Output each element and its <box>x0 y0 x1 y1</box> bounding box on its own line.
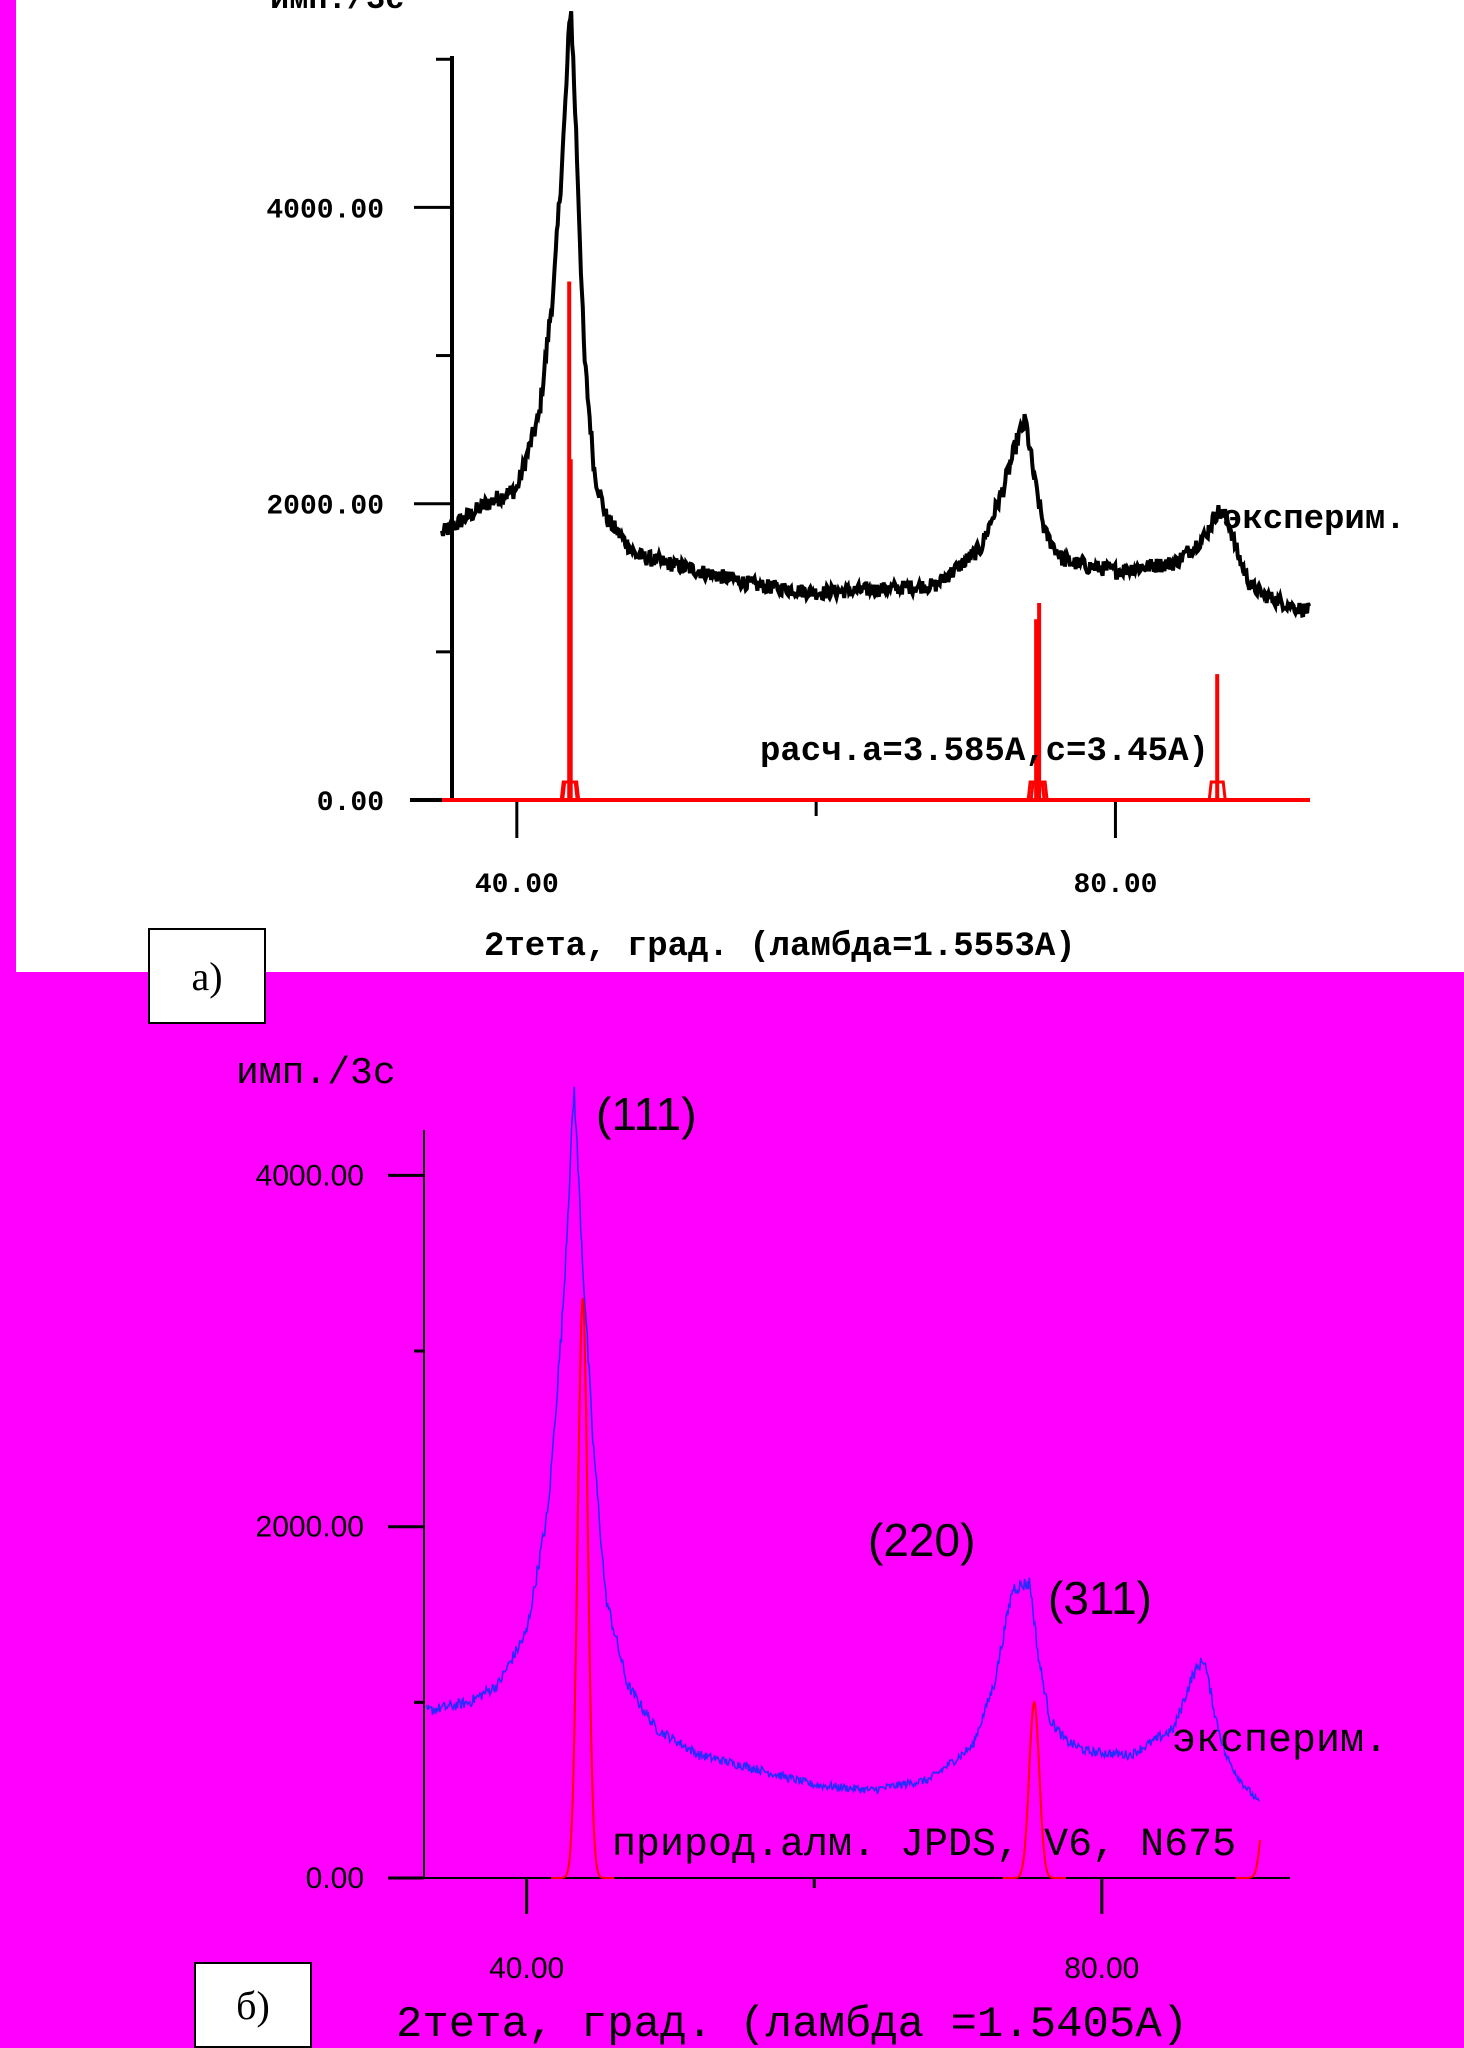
miller-index-311: (311) <box>1048 1572 1152 1624</box>
x-tick-label: 80.00 <box>1064 1952 1139 1985</box>
miller-index-111: (111) <box>596 1088 697 1140</box>
panel-label-b: б) <box>194 1962 312 2048</box>
experimental-curve <box>440 10 1311 619</box>
calculated-peak-foot <box>1207 780 1227 801</box>
y-tick-label: 0.00 <box>317 788 384 819</box>
experiment-annotation: эксперим. <box>1172 1719 1388 1764</box>
y-tick-label: 4000.00 <box>266 195 384 226</box>
calculated-peak-foot <box>561 780 581 801</box>
y-tick-label: 2000.00 <box>266 492 384 523</box>
y-tick-label: 0.00 <box>306 1862 364 1895</box>
reference-peak <box>1235 1839 1261 1879</box>
panel-a-background <box>16 0 1464 972</box>
y-tick-label: 4000.00 <box>256 1159 364 1192</box>
experimental-curve <box>426 1086 1260 1802</box>
x-tick-label: 40.00 <box>489 1952 564 1985</box>
x-axis-label: 2тета, град. (ламбда =1.5405А) <box>396 2000 1188 2048</box>
experiment-annotation: эксперим. <box>1222 501 1406 539</box>
calculated-peak-foot <box>1029 780 1049 801</box>
y-axis-label: имп./3с <box>270 0 404 18</box>
reference-peak <box>1002 1699 1066 1879</box>
x-tick-label: 40.00 <box>475 870 559 901</box>
panel-label-a: а) <box>148 928 266 1024</box>
y-axis-label: имп./3с <box>236 1052 396 1095</box>
calculated-annotation: расч.a=3.585A,c=3.45A) <box>760 733 1209 771</box>
y-tick-label: 2000.00 <box>256 1511 364 1544</box>
miller-index-220: (220) <box>868 1514 975 1566</box>
x-tick-label: 80.00 <box>1073 870 1157 901</box>
x-axis-label: 2тета, град. (ламбда=1.5553А) <box>484 928 1076 966</box>
reference-annotation: природ.алм. JPDS, V6, N675 <box>612 1823 1236 1868</box>
reference-peak <box>551 1298 615 1879</box>
